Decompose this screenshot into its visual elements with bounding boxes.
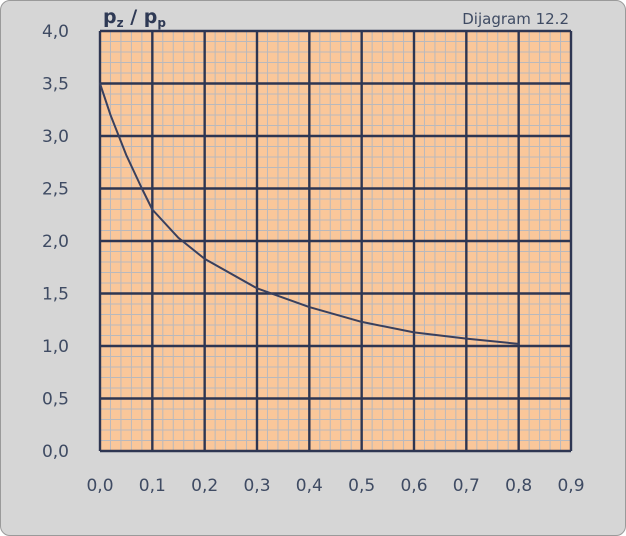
y-axis-label-p1: p <box>103 6 117 28</box>
chart-title: Dijagram 12.2 <box>462 10 569 28</box>
x-tick-labels: 0,0 0,1 0,2 0,3 0,4 0,5 0,6 0,7 0,8 0,9 <box>86 476 584 496</box>
x-tick-label: 0,3 <box>243 476 270 496</box>
x-tick-label: 0,6 <box>400 476 427 496</box>
y-tick-label: 3,0 <box>42 127 69 147</box>
y-tick-labels: 0,0 0,5 1,0 1,5 2,0 2,5 3,0 3,5 4,0 <box>42 22 69 462</box>
y-tick-label: 2,0 <box>42 232 69 252</box>
x-tick-label: 0,8 <box>505 476 532 496</box>
y-axis-label-sep: / <box>124 6 144 28</box>
series-layer <box>99 82 520 345</box>
y-tick-label: 4,0 <box>42 22 69 42</box>
y-tick-label: 0,5 <box>42 390 69 410</box>
x-tick-label: 0,9 <box>557 476 584 496</box>
y-tick-label: 3,5 <box>42 75 69 95</box>
major-grid <box>98 29 573 453</box>
y-tick-label: 0,0 <box>42 442 69 462</box>
x-tick-label: 0,2 <box>191 476 218 496</box>
y-axis-label: pz / pp <box>103 6 166 30</box>
y-axis-label-p2: p <box>144 6 158 28</box>
x-tick-label: 0,0 <box>86 476 113 496</box>
x-tick-label: 0,5 <box>348 476 375 496</box>
x-tick-label: 0,1 <box>139 476 166 496</box>
y-tick-label: 2,5 <box>42 180 69 200</box>
y-axis-label-sub2: p <box>157 16 166 30</box>
y-tick-label: 1,0 <box>42 337 69 357</box>
series-line-0 <box>99 82 520 345</box>
x-tick-label: 0,4 <box>296 476 323 496</box>
y-axis-label-sub1: z <box>117 16 124 30</box>
x-tick-label: 0,7 <box>453 476 480 496</box>
y-tick-label: 1,5 <box>42 285 69 305</box>
